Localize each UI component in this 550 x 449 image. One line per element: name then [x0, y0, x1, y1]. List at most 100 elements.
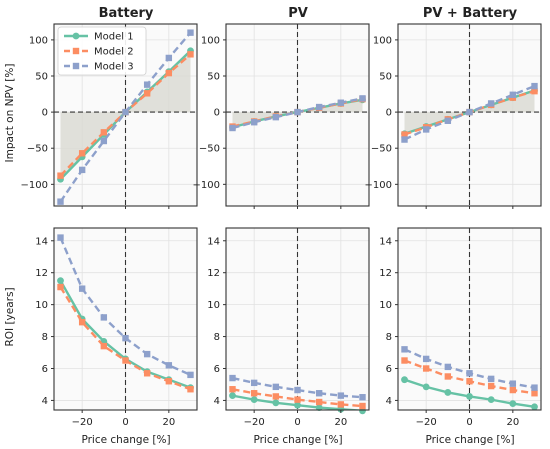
y-tick-label: 8 [42, 332, 48, 343]
y-tick-label: 100 [373, 35, 392, 46]
data-point [466, 370, 473, 377]
data-point [509, 386, 517, 394]
x-tick-label: −20 [72, 417, 93, 428]
data-point [294, 401, 301, 409]
data-point [466, 393, 473, 400]
y-tick-label: 4 [386, 396, 392, 407]
data-point [315, 404, 323, 412]
legend-marker [72, 62, 80, 70]
data-point [294, 396, 301, 403]
data-point [359, 402, 366, 410]
legend-marker [72, 47, 80, 55]
data-point [78, 285, 86, 292]
x-tick-label: 20 [506, 417, 519, 428]
x-tick-label: −20 [416, 417, 437, 428]
data-point [359, 95, 366, 102]
y-tick-label: 4 [42, 396, 48, 407]
title-battery: Battery [99, 6, 154, 21]
y-tick-label: −100 [21, 180, 48, 191]
data-point [422, 126, 430, 133]
data-point [337, 392, 345, 399]
y-tick-label: −100 [365, 180, 392, 191]
panel-3: −100 −50 0 50 100 [365, 23, 542, 209]
y-tick-label: 8 [214, 332, 220, 343]
data-point [57, 198, 64, 205]
data-point [57, 277, 64, 285]
data-point [165, 54, 173, 62]
y-tick-label: 6 [386, 364, 392, 375]
data-point [229, 124, 236, 132]
data-point [165, 362, 173, 369]
y-tick-label: 14 [35, 236, 48, 247]
data-point [229, 392, 236, 400]
y-tick-label: 10 [35, 300, 48, 311]
data-point [401, 131, 408, 138]
y-tick-label: 0 [386, 108, 392, 119]
data-point [444, 363, 452, 371]
data-point [187, 51, 194, 58]
data-point [422, 365, 430, 372]
y-tick-label: −50 [371, 144, 392, 155]
data-point [487, 396, 495, 404]
panel-5: 4 6 8 10 12 14 −20 0 20 [207, 227, 370, 428]
y-tick-label: −100 [193, 180, 220, 191]
y-tick-label: 12 [35, 268, 48, 279]
y-tick-label: −50 [199, 144, 220, 155]
x-tick-label: 0 [122, 417, 128, 428]
data-point [250, 396, 258, 404]
data-point [531, 403, 538, 411]
data-point [315, 103, 323, 111]
data-point [487, 382, 495, 390]
data-point [100, 314, 108, 321]
legend: Model 1 Model 2 Model 3 [57, 26, 147, 76]
data-point [466, 378, 473, 385]
data-point [100, 129, 108, 136]
data-point [250, 390, 258, 397]
data-point [315, 398, 323, 406]
data-point [143, 81, 151, 88]
data-point [122, 108, 129, 116]
data-point [444, 389, 452, 396]
data-point [100, 137, 108, 145]
data-point [229, 374, 236, 382]
data-point [272, 393, 280, 400]
data-point [444, 373, 452, 380]
data-point [294, 108, 301, 116]
legend-label: Model 3 [94, 62, 134, 73]
data-point [122, 357, 129, 364]
data-point [272, 113, 280, 121]
y-tick-label: 12 [207, 268, 220, 279]
y-tick-label: 6 [42, 364, 48, 375]
y-tick-label: 100 [29, 35, 48, 46]
legend-box [57, 26, 147, 76]
y-tick-label: 50 [207, 72, 220, 83]
data-point [531, 87, 538, 95]
legend-marker [72, 32, 80, 40]
legend-label: Model 2 [94, 47, 134, 58]
data-point [359, 394, 366, 401]
data-point [78, 318, 86, 326]
data-point [57, 283, 64, 291]
y-tick-label: 4 [214, 396, 220, 407]
data-point [57, 172, 64, 179]
panel-4: 4 6 8 10 12 14 −20 0 20 [35, 227, 198, 428]
x-tick-label: 0 [466, 417, 472, 428]
title-pv: PV [288, 6, 308, 21]
xlabel-2: Price change [%] [253, 434, 342, 446]
data-point [466, 108, 473, 116]
title-pv-battery: PV + Battery [423, 6, 518, 21]
data-point [487, 375, 495, 383]
data-point [337, 401, 345, 408]
data-point [315, 390, 323, 397]
data-point [422, 383, 430, 391]
data-point [250, 119, 258, 126]
data-point [100, 342, 108, 350]
data-point [531, 390, 538, 397]
data-point [531, 384, 538, 391]
data-point [187, 29, 194, 36]
data-point [422, 355, 430, 363]
x-tick-label: −20 [244, 417, 265, 428]
data-point [165, 378, 173, 385]
data-point [78, 150, 86, 157]
